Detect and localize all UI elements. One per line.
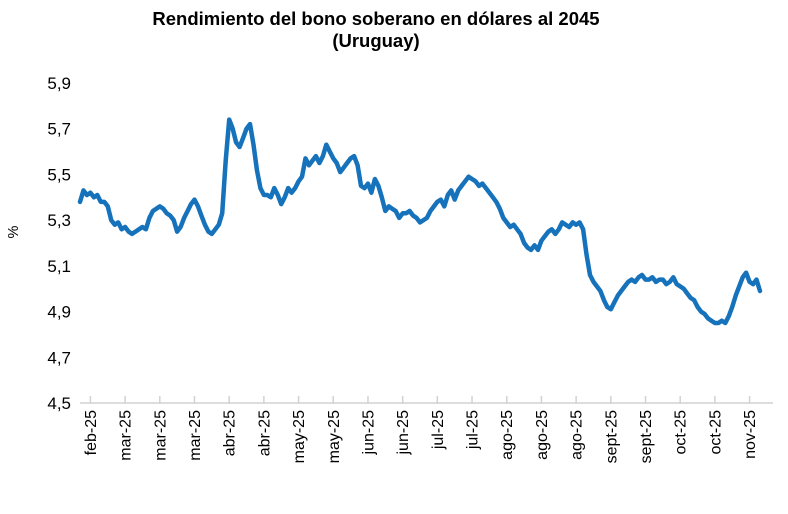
- chart-title-line2: (Uruguay): [332, 30, 419, 51]
- y-tick-label: 4,9: [47, 303, 71, 322]
- x-tick-label: abr-25: [256, 410, 273, 456]
- x-tick-label: sept-25: [638, 410, 655, 463]
- x-tick-label: may-25: [291, 410, 308, 463]
- y-axis-label: %: [6, 225, 22, 238]
- x-tick-label: abr-25: [222, 410, 239, 456]
- x-tick-label: oct-25: [673, 410, 690, 455]
- x-tick-label: feb-25: [83, 410, 100, 455]
- x-tick-label: nov-25: [742, 410, 759, 459]
- x-tick-label: ago-25: [534, 410, 551, 460]
- chart-title-line1: Rendimiento del bono soberano en dólares…: [152, 8, 599, 29]
- plot-area: 5,9 5,7 5,5 5,3 5,1 4,9 4,7 4,5 feb-25 mar-25 mar-…: [47, 74, 773, 463]
- x-tick-label: mar-25: [152, 410, 169, 461]
- y-tick-label: 4,7: [47, 348, 71, 367]
- x-tick-label: ago-25: [569, 410, 586, 460]
- x-tick-label: sept-25: [603, 410, 620, 463]
- y-tick-label: 5,3: [47, 211, 71, 230]
- x-tick-label: mar-25: [118, 410, 135, 461]
- y-tick-label: 4,5: [47, 394, 71, 413]
- y-tick-label: 5,5: [47, 165, 71, 184]
- x-tick-label: may-25: [326, 410, 343, 463]
- x-tick-label: oct-25: [707, 410, 724, 455]
- x-tick-label: jul-25: [465, 410, 482, 450]
- x-tick-label: jul-25: [430, 410, 447, 450]
- y-tick-label: 5,7: [47, 120, 71, 139]
- y-tick-label: 5,9: [47, 74, 71, 93]
- bond-yield-line: [77, 117, 763, 326]
- x-tick-label: mar-25: [187, 410, 204, 461]
- x-tick-label: ago-25: [499, 410, 516, 460]
- x-tick-label: jun-25: [360, 410, 377, 456]
- x-tick-label: jun-25: [395, 410, 412, 456]
- y-tick-label: 5,1: [47, 257, 71, 276]
